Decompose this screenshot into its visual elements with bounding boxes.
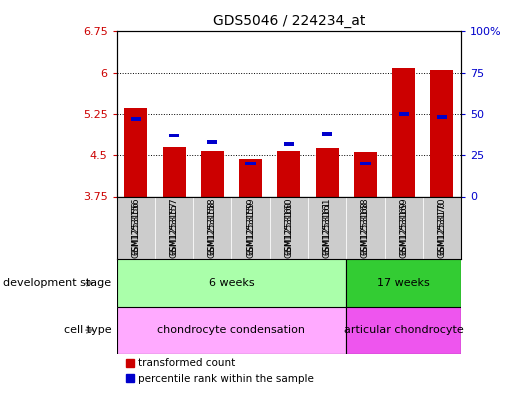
Bar: [130, 117, 141, 121]
Text: GSM1253156: GSM1253156: [131, 198, 140, 258]
Bar: [316, 148, 339, 196]
Text: GSM1253170: GSM1253170: [437, 201, 446, 255]
Text: GSM1253160: GSM1253160: [285, 198, 293, 258]
Text: GSM1253160: GSM1253160: [285, 201, 293, 255]
Bar: [360, 162, 370, 165]
Text: cell type: cell type: [64, 325, 111, 335]
Bar: [437, 116, 447, 119]
Bar: [117, 259, 346, 307]
Text: articular chondrocyte: articular chondrocyte: [344, 325, 464, 335]
Bar: [284, 142, 294, 146]
Bar: [423, 196, 461, 259]
Text: GSM1253157: GSM1253157: [170, 198, 179, 258]
Text: chondrocyte condensation: chondrocyte condensation: [157, 325, 305, 335]
Text: 17 weeks: 17 weeks: [377, 278, 430, 288]
Legend: transformed count, percentile rank within the sample: transformed count, percentile rank withi…: [122, 354, 319, 388]
Text: GSM1253161: GSM1253161: [323, 201, 332, 255]
Bar: [346, 307, 461, 354]
Text: GSM1253159: GSM1253159: [246, 198, 255, 258]
Text: GSM1253159: GSM1253159: [246, 201, 255, 255]
Text: GSM1253169: GSM1253169: [399, 201, 408, 255]
Text: GSM1253168: GSM1253168: [361, 201, 370, 255]
Title: GDS5046 / 224234_at: GDS5046 / 224234_at: [213, 14, 365, 28]
Bar: [163, 147, 186, 196]
Bar: [270, 196, 308, 259]
Bar: [201, 151, 224, 196]
Text: GSM1253158: GSM1253158: [208, 201, 217, 255]
Bar: [155, 196, 193, 259]
Bar: [430, 70, 454, 196]
Bar: [232, 196, 270, 259]
Bar: [308, 196, 346, 259]
Text: GSM1253170: GSM1253170: [437, 198, 446, 258]
Bar: [124, 108, 147, 196]
Text: GSM1253156: GSM1253156: [131, 201, 140, 255]
Bar: [169, 134, 179, 138]
Bar: [322, 132, 332, 136]
Bar: [346, 259, 461, 307]
Bar: [239, 158, 262, 196]
Text: GSM1253157: GSM1253157: [170, 201, 179, 255]
Bar: [277, 151, 301, 196]
Bar: [346, 196, 385, 259]
Text: 6 weeks: 6 weeks: [209, 278, 254, 288]
Bar: [399, 112, 409, 116]
Bar: [117, 196, 155, 259]
Bar: [392, 68, 415, 196]
Text: GSM1253161: GSM1253161: [323, 198, 332, 258]
Bar: [207, 140, 217, 144]
Text: GSM1253158: GSM1253158: [208, 198, 217, 258]
Bar: [354, 152, 377, 196]
Bar: [117, 307, 346, 354]
Bar: [245, 162, 256, 165]
Text: development stage: development stage: [3, 278, 111, 288]
Bar: [193, 196, 232, 259]
Text: GSM1253169: GSM1253169: [399, 198, 408, 258]
Bar: [385, 196, 423, 259]
Text: GSM1253168: GSM1253168: [361, 198, 370, 258]
